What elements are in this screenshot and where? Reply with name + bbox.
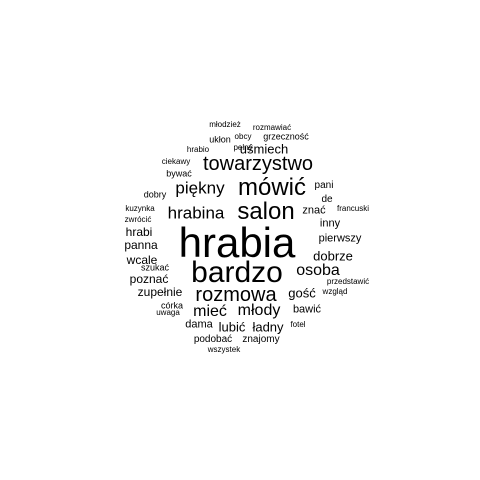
word-kuzynka: kuzynka — [125, 204, 155, 213]
word-gosc: gość — [288, 285, 316, 301]
word-hrabio: hrabio — [186, 145, 210, 154]
word-corka: córka — [160, 300, 184, 311]
word-hrabina: hrabina — [167, 203, 225, 223]
word-hrabi: hrabi — [125, 225, 153, 239]
word-obcy: obcy — [234, 132, 252, 141]
word-rozmowa: rozmowa — [195, 284, 277, 306]
word-ciekawy: ciekawy — [161, 157, 191, 166]
word-de: de — [321, 194, 333, 205]
word-pelny: pełny — [233, 143, 253, 152]
word-grzecznosc: grzeczność — [263, 131, 309, 142]
word-uwaga: uwaga — [156, 308, 180, 317]
word-piekny: piękny — [175, 178, 225, 198]
word-szukac: szukać — [140, 262, 170, 273]
word-dobrze: dobrze — [313, 248, 353, 264]
word-rozmawiac: rozmawiać — [252, 123, 292, 132]
word-miec: mieć — [193, 303, 227, 320]
word-towarzystwo: towarzystwo — [202, 153, 314, 175]
word-wszystek: wszystek — [207, 345, 241, 354]
word-francuski: francuski — [336, 204, 370, 213]
word-znajomy: znajomy — [242, 334, 280, 345]
word-lubic: lubić — [218, 319, 246, 335]
word-dama: dama — [185, 318, 213, 331]
word-poznac: poznać — [129, 272, 169, 286]
word-bardzo: bardzo — [191, 256, 283, 289]
word-fotel: fotel — [290, 320, 306, 329]
word-inny: inny — [319, 217, 341, 230]
word-zupelnie: zupełnie — [137, 285, 183, 299]
word-wzglad: wzgląd — [322, 287, 348, 296]
word-przedstawic: przedstawić — [326, 277, 370, 286]
word-mowic: mówić — [237, 174, 307, 201]
word-wcale: wcale — [126, 253, 158, 267]
word-znac: znać — [302, 204, 326, 217]
word-salon: salon — [237, 198, 295, 225]
word-uklon: ukłon — [209, 134, 231, 145]
word-bawic: bawić — [292, 303, 322, 316]
word-ladny: ładny — [252, 319, 284, 335]
word-podobac: podobać — [193, 334, 233, 345]
word-pani: pani — [314, 180, 334, 191]
word-usmiech: uśmiech — [239, 141, 289, 157]
word-zwrocic: zwrócić — [124, 215, 152, 224]
word-panna: panna — [124, 238, 158, 252]
word-mlodziez: młodzież — [209, 120, 241, 129]
word-hrabia: hrabia — [178, 219, 296, 266]
word-bywac: bywać — [166, 168, 192, 179]
word-osoba: osoba — [296, 262, 340, 279]
word-pierwszy: pierwszy — [318, 232, 362, 245]
word-mlody: młody — [237, 302, 281, 319]
word-dobry: dobry — [143, 189, 167, 200]
